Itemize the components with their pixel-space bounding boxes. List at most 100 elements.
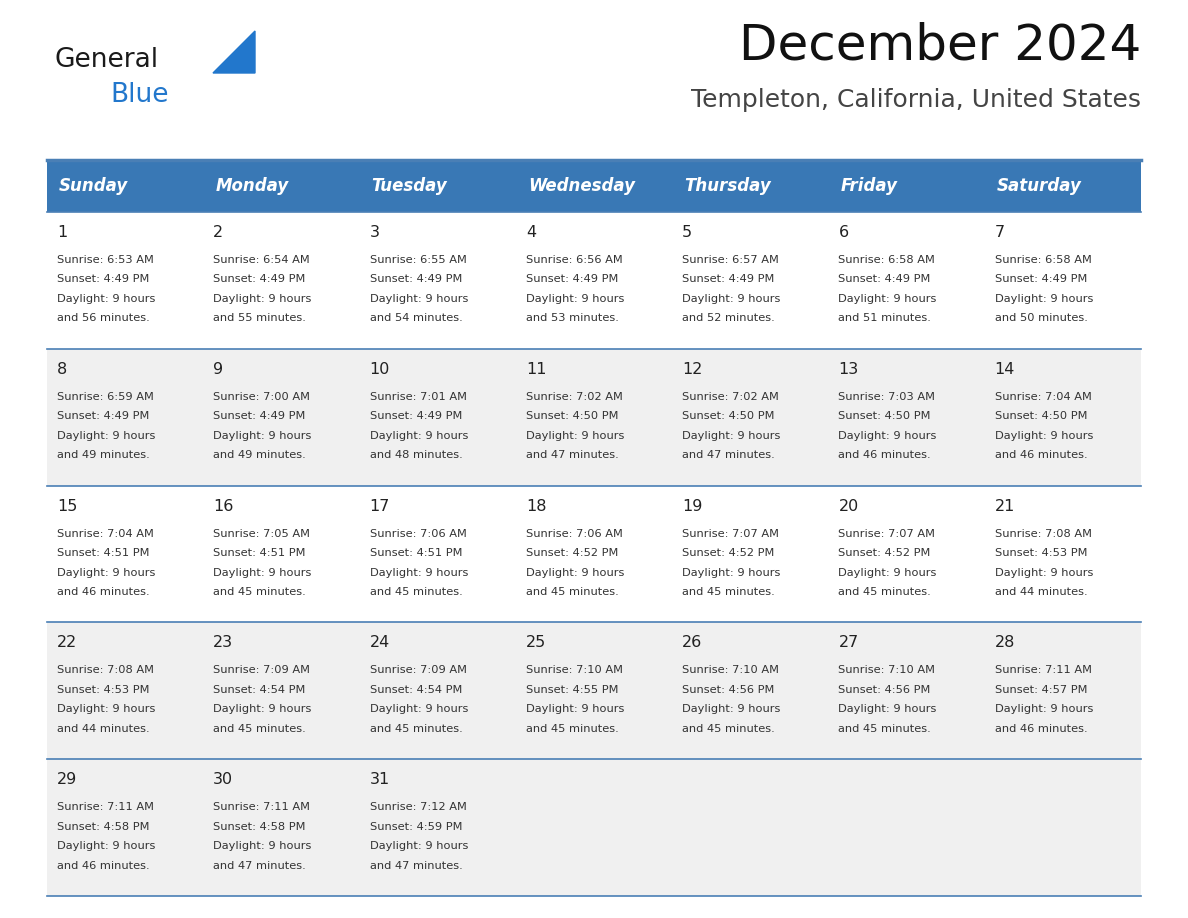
Text: Daylight: 9 hours: Daylight: 9 hours <box>57 431 156 441</box>
Text: Saturday: Saturday <box>997 177 1081 195</box>
Text: Sunrise: 7:06 AM: Sunrise: 7:06 AM <box>526 529 623 539</box>
Text: 23: 23 <box>214 635 233 650</box>
Text: and 44 minutes.: and 44 minutes. <box>57 724 150 733</box>
Text: 7: 7 <box>994 225 1005 240</box>
Text: and 46 minutes.: and 46 minutes. <box>57 588 150 597</box>
Text: Daylight: 9 hours: Daylight: 9 hours <box>839 294 937 304</box>
Text: Daylight: 9 hours: Daylight: 9 hours <box>57 567 156 577</box>
Text: Sunrise: 7:10 AM: Sunrise: 7:10 AM <box>526 666 623 676</box>
Text: and 55 minutes.: and 55 minutes. <box>214 314 307 323</box>
Text: Sunset: 4:49 PM: Sunset: 4:49 PM <box>214 411 305 421</box>
Text: Daylight: 9 hours: Daylight: 9 hours <box>214 567 311 577</box>
Text: 18: 18 <box>526 498 546 513</box>
Text: 10: 10 <box>369 362 390 376</box>
Text: and 47 minutes.: and 47 minutes. <box>682 451 775 460</box>
Text: and 45 minutes.: and 45 minutes. <box>214 588 307 597</box>
Text: Daylight: 9 hours: Daylight: 9 hours <box>682 431 781 441</box>
Text: Sunset: 4:49 PM: Sunset: 4:49 PM <box>994 274 1087 285</box>
Text: 9: 9 <box>214 362 223 376</box>
Text: and 45 minutes.: and 45 minutes. <box>369 724 462 733</box>
Text: Sunrise: 7:07 AM: Sunrise: 7:07 AM <box>839 529 935 539</box>
Text: Blue: Blue <box>110 82 169 108</box>
Text: 21: 21 <box>994 498 1015 513</box>
Text: Sunset: 4:49 PM: Sunset: 4:49 PM <box>214 274 305 285</box>
Text: Friday: Friday <box>840 177 897 195</box>
Text: Sunset: 4:49 PM: Sunset: 4:49 PM <box>57 274 150 285</box>
Text: Daylight: 9 hours: Daylight: 9 hours <box>214 704 311 714</box>
Text: and 46 minutes.: and 46 minutes. <box>57 861 150 870</box>
Text: Monday: Monday <box>215 177 289 195</box>
Text: and 45 minutes.: and 45 minutes. <box>839 588 931 597</box>
Bar <box>672 160 828 212</box>
Text: and 51 minutes.: and 51 minutes. <box>839 314 931 323</box>
Text: Daylight: 9 hours: Daylight: 9 hours <box>369 567 468 577</box>
Text: Daylight: 9 hours: Daylight: 9 hours <box>369 704 468 714</box>
Text: Sunday: Sunday <box>59 177 128 195</box>
Text: 4: 4 <box>526 225 536 240</box>
Bar <box>48 622 1140 759</box>
Text: Sunset: 4:50 PM: Sunset: 4:50 PM <box>994 411 1087 421</box>
Text: Sunset: 4:51 PM: Sunset: 4:51 PM <box>57 548 150 558</box>
Text: Daylight: 9 hours: Daylight: 9 hours <box>214 841 311 851</box>
Text: Sunrise: 6:58 AM: Sunrise: 6:58 AM <box>994 255 1092 265</box>
Text: 16: 16 <box>214 498 234 513</box>
Text: Thursday: Thursday <box>684 177 771 195</box>
Text: and 52 minutes.: and 52 minutes. <box>682 314 775 323</box>
Text: 11: 11 <box>526 362 546 376</box>
Text: December 2024: December 2024 <box>739 22 1140 70</box>
Text: Sunrise: 6:55 AM: Sunrise: 6:55 AM <box>369 255 467 265</box>
Text: Sunset: 4:56 PM: Sunset: 4:56 PM <box>839 685 931 695</box>
Text: Daylight: 9 hours: Daylight: 9 hours <box>369 431 468 441</box>
Text: 31: 31 <box>369 772 390 788</box>
Text: and 45 minutes.: and 45 minutes. <box>682 724 775 733</box>
Text: and 56 minutes.: and 56 minutes. <box>57 314 150 323</box>
Text: Sunrise: 7:09 AM: Sunrise: 7:09 AM <box>214 666 310 676</box>
Text: and 45 minutes.: and 45 minutes. <box>839 724 931 733</box>
Text: Daylight: 9 hours: Daylight: 9 hours <box>682 567 781 577</box>
Text: and 54 minutes.: and 54 minutes. <box>369 314 462 323</box>
Text: and 48 minutes.: and 48 minutes. <box>369 451 462 460</box>
Text: Sunset: 4:51 PM: Sunset: 4:51 PM <box>214 548 305 558</box>
Text: Daylight: 9 hours: Daylight: 9 hours <box>839 567 937 577</box>
Text: Sunrise: 7:07 AM: Sunrise: 7:07 AM <box>682 529 779 539</box>
Polygon shape <box>213 31 255 73</box>
Text: Daylight: 9 hours: Daylight: 9 hours <box>214 294 311 304</box>
Text: Sunrise: 6:53 AM: Sunrise: 6:53 AM <box>57 255 154 265</box>
Text: General: General <box>55 47 159 73</box>
Text: 8: 8 <box>57 362 68 376</box>
Text: Daylight: 9 hours: Daylight: 9 hours <box>526 294 624 304</box>
Bar <box>48 486 1140 622</box>
Text: Wednesday: Wednesday <box>527 177 634 195</box>
Text: and 45 minutes.: and 45 minutes. <box>214 724 307 733</box>
Text: Sunset: 4:59 PM: Sunset: 4:59 PM <box>369 822 462 832</box>
Text: 30: 30 <box>214 772 233 788</box>
Bar <box>48 160 203 212</box>
Text: Sunrise: 7:04 AM: Sunrise: 7:04 AM <box>57 529 154 539</box>
Bar <box>360 160 516 212</box>
Text: Sunset: 4:52 PM: Sunset: 4:52 PM <box>682 548 775 558</box>
Text: Sunset: 4:58 PM: Sunset: 4:58 PM <box>57 822 150 832</box>
Text: Sunrise: 7:02 AM: Sunrise: 7:02 AM <box>526 392 623 402</box>
Text: Daylight: 9 hours: Daylight: 9 hours <box>994 704 1093 714</box>
Text: Tuesday: Tuesday <box>372 177 448 195</box>
Text: Sunrise: 7:00 AM: Sunrise: 7:00 AM <box>214 392 310 402</box>
Text: Daylight: 9 hours: Daylight: 9 hours <box>682 704 781 714</box>
Text: and 45 minutes.: and 45 minutes. <box>526 724 619 733</box>
Text: and 50 minutes.: and 50 minutes. <box>994 314 1087 323</box>
Text: and 45 minutes.: and 45 minutes. <box>526 588 619 597</box>
Bar <box>516 160 672 212</box>
Text: Sunset: 4:50 PM: Sunset: 4:50 PM <box>839 411 931 421</box>
Text: Daylight: 9 hours: Daylight: 9 hours <box>369 294 468 304</box>
Text: and 46 minutes.: and 46 minutes. <box>839 451 931 460</box>
Text: Sunrise: 7:04 AM: Sunrise: 7:04 AM <box>994 392 1092 402</box>
Text: Sunrise: 7:03 AM: Sunrise: 7:03 AM <box>839 392 935 402</box>
Text: 13: 13 <box>839 362 859 376</box>
Text: and 49 minutes.: and 49 minutes. <box>57 451 150 460</box>
Text: and 44 minutes.: and 44 minutes. <box>994 588 1087 597</box>
Text: Sunset: 4:52 PM: Sunset: 4:52 PM <box>526 548 618 558</box>
Text: Sunrise: 7:08 AM: Sunrise: 7:08 AM <box>57 666 154 676</box>
Text: Sunset: 4:53 PM: Sunset: 4:53 PM <box>994 548 1087 558</box>
Text: 12: 12 <box>682 362 702 376</box>
Text: 2: 2 <box>214 225 223 240</box>
Text: and 47 minutes.: and 47 minutes. <box>526 451 619 460</box>
